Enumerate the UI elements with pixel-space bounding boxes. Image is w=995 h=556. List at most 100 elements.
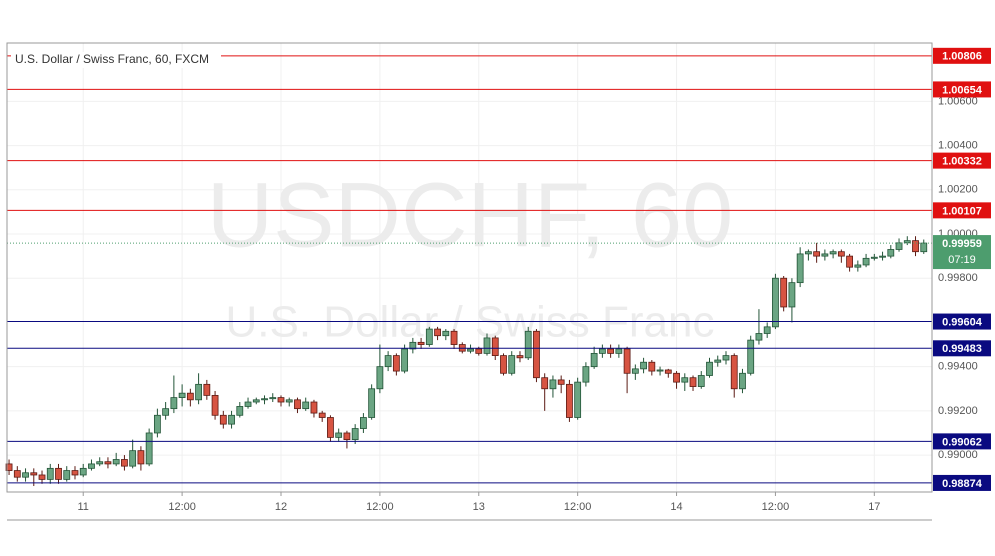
candle-body xyxy=(755,333,763,341)
candle-body xyxy=(55,467,62,480)
candle-body xyxy=(434,328,441,337)
level-label-bg xyxy=(933,81,991,98)
candle-body xyxy=(186,392,194,401)
candle-body xyxy=(376,366,384,390)
candle-body xyxy=(846,255,853,268)
candle-body xyxy=(533,330,540,379)
y-tick-label: 0.99200 xyxy=(938,405,978,417)
candle-body xyxy=(475,348,483,354)
x-tick-label: 11 xyxy=(78,501,89,513)
candle-body xyxy=(598,348,606,354)
candle-body xyxy=(854,264,862,268)
candle-body xyxy=(912,240,919,253)
watermark: USDCHF, 60 xyxy=(207,164,734,266)
candle-body xyxy=(153,414,161,434)
candle-body xyxy=(887,249,895,257)
level-label: 1.00806 xyxy=(942,51,982,63)
level-label: 1.00654 xyxy=(942,84,983,96)
candle-body xyxy=(780,277,788,308)
x-tick-label: 14 xyxy=(670,501,682,513)
candle-body xyxy=(310,401,318,414)
candle-body xyxy=(804,251,812,255)
candle-body xyxy=(236,406,244,416)
candle-body xyxy=(615,348,623,354)
candle-body xyxy=(706,361,713,376)
candle-body xyxy=(508,355,516,374)
level-label: 0.99604 xyxy=(942,316,983,328)
level-label: 1.00107 xyxy=(942,205,982,217)
candle-body xyxy=(714,359,722,363)
candle-body xyxy=(38,474,46,480)
candle-body xyxy=(112,459,120,465)
level-label: 0.99062 xyxy=(942,436,982,448)
x-tick-label: 12:00 xyxy=(762,501,790,513)
plot-border xyxy=(6,42,933,493)
y-tick-label: 0.99000 xyxy=(938,449,978,461)
candle-body xyxy=(747,339,755,374)
candle-body xyxy=(491,337,499,356)
candle-body xyxy=(516,355,524,359)
level-label: 0.98874 xyxy=(942,478,983,490)
candle-body xyxy=(837,251,845,257)
y-tick-label: 1.00600 xyxy=(938,95,978,107)
candle-body xyxy=(269,397,277,400)
chart-title: U.S. Dollar / Swiss Franc, 60, FXCM xyxy=(15,52,209,66)
candle-body xyxy=(829,251,837,255)
candle-body xyxy=(368,388,376,418)
level-label: 0.99483 xyxy=(942,343,982,355)
candle-body xyxy=(450,330,458,345)
candle-body xyxy=(30,472,38,476)
x-tick-label: 13 xyxy=(473,501,485,513)
candle-body xyxy=(557,379,565,385)
level-label-bg xyxy=(933,474,991,491)
candle-body xyxy=(722,355,730,361)
candle-body xyxy=(689,377,697,387)
candle-body xyxy=(63,470,71,480)
candle-body xyxy=(318,412,326,418)
candle-body xyxy=(88,463,95,469)
candle-body xyxy=(763,326,771,334)
candle-body xyxy=(648,361,656,372)
candle-body xyxy=(409,341,417,350)
candle-body xyxy=(401,348,409,372)
candle-body xyxy=(71,470,79,476)
candle-body xyxy=(104,461,112,465)
x-tick-label: 12 xyxy=(275,501,287,513)
candle-body xyxy=(129,450,137,467)
candle-body xyxy=(228,414,235,425)
candle-body xyxy=(277,397,285,403)
candle-body xyxy=(5,463,13,471)
candle-body xyxy=(327,417,334,438)
candle-body xyxy=(796,253,804,284)
candle-body xyxy=(903,240,911,244)
x-tick-label: 17 xyxy=(868,501,880,513)
last-price-label: 0.99959 xyxy=(942,238,982,250)
level-label-bg xyxy=(933,340,991,357)
candle-body xyxy=(417,341,425,345)
candle-body xyxy=(566,383,573,418)
x-tick-label: 12:00 xyxy=(366,501,394,513)
candle-body xyxy=(170,397,178,410)
candle-body xyxy=(360,417,367,429)
candle-body xyxy=(302,401,310,410)
candle-body xyxy=(244,401,252,407)
candle-body xyxy=(79,467,87,476)
candle-body xyxy=(203,383,211,396)
candle-body xyxy=(640,361,647,370)
candle-body xyxy=(574,381,582,418)
candle-body xyxy=(294,399,301,410)
candle-body xyxy=(195,383,202,401)
y-tick-label: 1.00200 xyxy=(938,184,978,196)
candle-body xyxy=(524,330,532,359)
candle-body xyxy=(351,428,359,441)
candle-body xyxy=(392,355,400,372)
candle-body xyxy=(697,375,705,387)
candle-body xyxy=(549,379,557,390)
candle-body xyxy=(121,459,128,467)
level-label-bg xyxy=(933,202,991,219)
candle-body xyxy=(343,432,351,441)
candle-body xyxy=(656,369,664,372)
candle-body xyxy=(335,432,343,438)
